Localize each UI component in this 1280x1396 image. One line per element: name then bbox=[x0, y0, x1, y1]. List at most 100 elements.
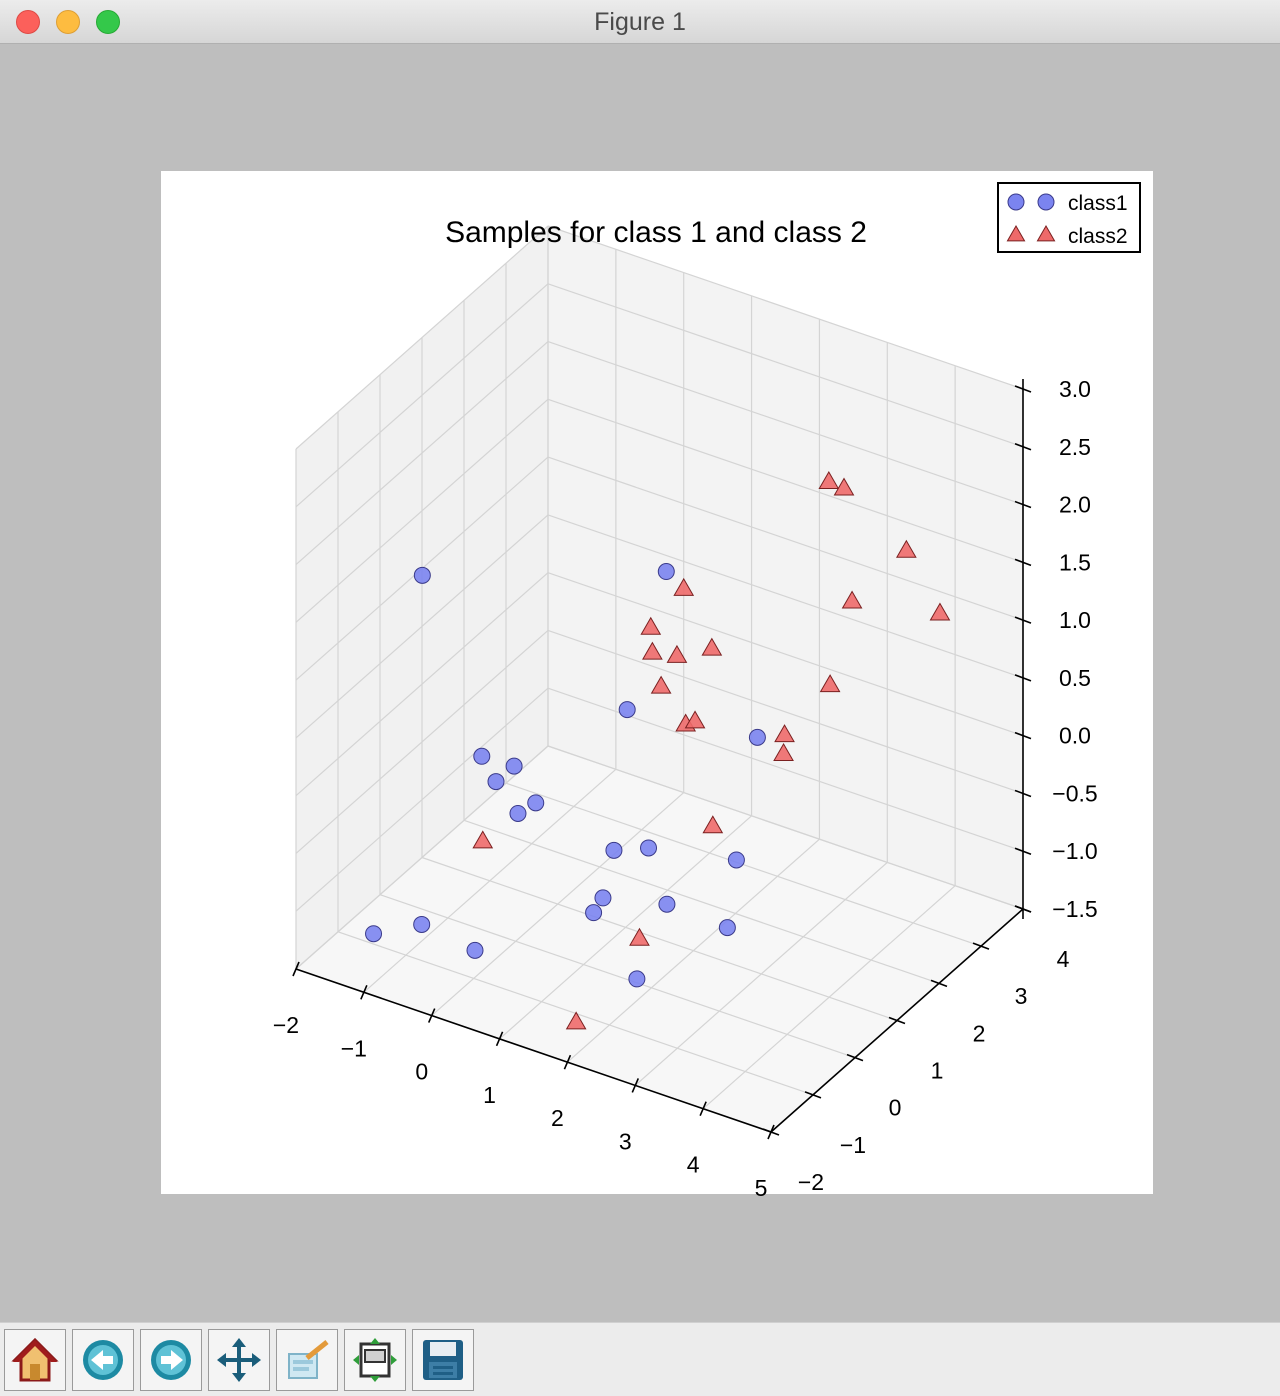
class1-point bbox=[628, 970, 646, 988]
back-pane bbox=[548, 226, 1023, 909]
zoom-rect-icon bbox=[288, 1340, 329, 1379]
class2-point bbox=[472, 830, 494, 849]
forward-arrow-icon bbox=[151, 1340, 191, 1380]
class1-point bbox=[658, 895, 676, 913]
grid-line bbox=[295, 341, 549, 566]
zoom-button[interactable] bbox=[276, 1329, 338, 1391]
y-tick-label: 0 bbox=[889, 1095, 902, 1121]
class2-point bbox=[819, 674, 841, 693]
x-tick bbox=[360, 984, 368, 1000]
z-tick bbox=[1014, 847, 1032, 855]
class1-point bbox=[718, 919, 736, 937]
legend-class2-marker bbox=[1036, 224, 1056, 242]
z-tick-label: 1.0 bbox=[1059, 607, 1091, 633]
x-tick-label: 1 bbox=[483, 1082, 496, 1108]
figure-canvas[interactable]: −2 −1 0 1 2 3 4 5 −2 −1 0 1 2 3 4 −1.5 −1.0 −0.5 0.0 0.5 1.0… bbox=[0, 44, 1280, 1322]
class2-point bbox=[929, 602, 951, 621]
y-tick-label: 2 bbox=[973, 1020, 986, 1046]
class1-point bbox=[487, 773, 505, 791]
z-tick-label: 0.5 bbox=[1059, 665, 1091, 691]
class1-point bbox=[466, 941, 484, 959]
z-tick-label: 2.5 bbox=[1059, 434, 1091, 460]
data-points bbox=[365, 471, 951, 1030]
class2-point bbox=[629, 927, 650, 946]
home-button[interactable] bbox=[4, 1329, 66, 1391]
grid-line bbox=[547, 398, 1024, 563]
z-tick-label: −1.0 bbox=[1052, 838, 1097, 864]
y-tick bbox=[762, 1128, 780, 1136]
x-tick bbox=[292, 961, 300, 977]
back-arrow-icon bbox=[83, 1340, 123, 1380]
x-tick bbox=[495, 1031, 504, 1047]
z-tick bbox=[1014, 500, 1032, 509]
z-tick-label: −1.5 bbox=[1052, 896, 1097, 922]
class1-point bbox=[505, 757, 523, 775]
class1-point bbox=[413, 915, 431, 933]
chart-title: Samples for class 1 and class 2 bbox=[445, 216, 867, 249]
close-window-button[interactable] bbox=[16, 10, 40, 34]
grid-line bbox=[547, 340, 1024, 506]
forward-button[interactable] bbox=[140, 1329, 202, 1391]
y-tick-label: −2 bbox=[798, 1169, 824, 1195]
y-tick-label: −1 bbox=[840, 1132, 866, 1158]
grid-line bbox=[295, 629, 549, 854]
save-button[interactable] bbox=[412, 1329, 474, 1391]
class2-point bbox=[773, 742, 794, 761]
x-axis-line bbox=[295, 968, 772, 1133]
home-icon bbox=[11, 1337, 59, 1382]
class2-point bbox=[684, 710, 706, 729]
class2-point bbox=[833, 477, 855, 496]
legend-class2-marker bbox=[1006, 224, 1026, 242]
window-titlebar: Figure 1 bbox=[0, 0, 1280, 44]
back-button[interactable] bbox=[72, 1329, 134, 1391]
class1-point bbox=[413, 566, 431, 584]
pan-button[interactable] bbox=[208, 1329, 270, 1391]
x-tick-label: 0 bbox=[415, 1059, 428, 1085]
grid-line bbox=[295, 572, 549, 797]
x-tick-label: −1 bbox=[341, 1035, 367, 1061]
save-floppy-icon bbox=[423, 1340, 463, 1380]
scatter-3d-plot[interactable]: −2 −1 0 1 2 3 4 5 −2 −1 0 1 2 3 4 −1.5 −1.0 −0.5 0.0 0.5 1.0… bbox=[0, 44, 1280, 1322]
grid-line bbox=[421, 856, 898, 1022]
y-tick-label: 3 bbox=[1015, 983, 1028, 1009]
legend: class1 class2 bbox=[997, 182, 1141, 253]
class1-point bbox=[585, 904, 603, 922]
class1-point bbox=[605, 841, 623, 859]
class2-point bbox=[673, 577, 695, 596]
class2-point bbox=[818, 471, 840, 490]
grid-line bbox=[547, 514, 1024, 679]
class2-point bbox=[640, 616, 662, 635]
legend-class1-marker bbox=[1007, 193, 1025, 211]
configure-subplots-icon bbox=[353, 1338, 397, 1382]
y-tick bbox=[888, 1016, 906, 1025]
grid-line bbox=[295, 225, 549, 450]
maximize-window-button[interactable] bbox=[96, 10, 120, 34]
z-tick bbox=[1014, 443, 1032, 451]
class2-point bbox=[565, 1011, 587, 1030]
class2-point bbox=[841, 590, 863, 609]
grid-line bbox=[295, 687, 549, 912]
class2-point bbox=[774, 724, 795, 743]
z-tick-label: −0.5 bbox=[1052, 780, 1097, 806]
grid-line bbox=[547, 225, 1024, 390]
grid-line bbox=[547, 283, 1024, 448]
class1-point bbox=[618, 701, 636, 719]
z-tick bbox=[1014, 789, 1032, 798]
class2-point bbox=[895, 539, 917, 558]
subplots-button[interactable] bbox=[344, 1329, 406, 1391]
y-tick bbox=[930, 979, 948, 988]
window-title: Figure 1 bbox=[594, 8, 686, 36]
z-tick-label: 1.5 bbox=[1059, 549, 1091, 575]
z-tick bbox=[1014, 674, 1032, 682]
x-tick bbox=[631, 1078, 640, 1093]
class1-point bbox=[657, 563, 675, 581]
x-tick bbox=[699, 1101, 707, 1117]
x-tick bbox=[563, 1054, 572, 1070]
grid-line bbox=[547, 745, 1024, 910]
grid-line bbox=[547, 629, 1024, 795]
class1-point bbox=[748, 728, 766, 746]
class1-point bbox=[473, 747, 491, 765]
minimize-window-button[interactable] bbox=[56, 10, 80, 34]
x-tick-label: 5 bbox=[755, 1175, 768, 1201]
grid-line bbox=[379, 894, 856, 1059]
